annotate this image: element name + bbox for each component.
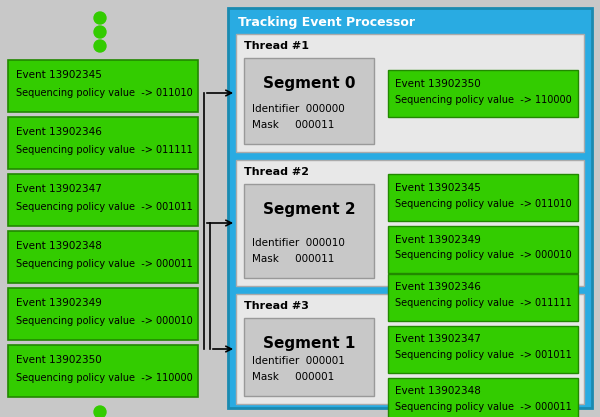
Text: Event 13902346: Event 13902346	[16, 127, 102, 137]
Text: Sequencing policy value  -> 011111: Sequencing policy value -> 011111	[395, 299, 572, 309]
Bar	[8, 60, 198, 112]
Text: Sequencing policy value  -> 011010: Sequencing policy value -> 011010	[395, 198, 572, 208]
Text: Identifier  000000: Identifier 000000	[252, 104, 345, 114]
Text: Sequencing policy value  -> 110000: Sequencing policy value -> 110000	[16, 373, 193, 383]
Text: Thread #1: Thread #1	[244, 41, 309, 51]
Text: Event 13902350: Event 13902350	[395, 78, 481, 88]
Text: Event 13902347: Event 13902347	[395, 334, 481, 344]
Bar	[388, 274, 578, 321]
Bar	[244, 58, 374, 144]
Bar	[388, 173, 578, 221]
Bar	[388, 377, 578, 417]
Text: Thread #3: Thread #3	[244, 301, 309, 311]
Text: Mask     000001: Mask 000001	[252, 372, 334, 382]
Text: Sequencing policy value  -> 001011: Sequencing policy value -> 001011	[16, 202, 193, 212]
Text: Identifier  000001: Identifier 000001	[252, 356, 345, 366]
Text: Segment 1: Segment 1	[263, 336, 355, 351]
Text: Mask     000011: Mask 000011	[252, 120, 334, 130]
Text: Sequencing policy value  -> 000011: Sequencing policy value -> 000011	[16, 259, 193, 269]
Text: Event 13902350: Event 13902350	[16, 355, 102, 365]
Text: Event 13902348: Event 13902348	[16, 241, 102, 251]
Bar	[388, 226, 578, 272]
Text: Tracking Event Processor: Tracking Event Processor	[238, 16, 415, 29]
Bar	[8, 345, 198, 397]
Bar	[8, 174, 198, 226]
Bar	[8, 231, 198, 283]
Bar	[388, 326, 578, 372]
Text: Sequencing policy value  -> 000010: Sequencing policy value -> 000010	[395, 251, 572, 261]
Text: Event 13902345: Event 13902345	[16, 70, 102, 80]
Bar	[8, 117, 198, 169]
Text: Event 13902345: Event 13902345	[395, 183, 481, 193]
Text: Sequencing policy value  -> 001011: Sequencing policy value -> 001011	[395, 351, 572, 361]
Text: Mask     000011: Mask 000011	[252, 254, 334, 264]
Circle shape	[94, 40, 106, 52]
Text: Sequencing policy value  -> 110000: Sequencing policy value -> 110000	[395, 95, 572, 105]
Bar	[244, 318, 374, 396]
Bar	[236, 160, 584, 286]
Text: Event 13902348: Event 13902348	[395, 387, 481, 397]
Text: Event 13902349: Event 13902349	[16, 298, 102, 308]
Text: Thread #2: Thread #2	[244, 167, 309, 177]
Text: Sequencing policy value  -> 011111: Sequencing policy value -> 011111	[16, 145, 193, 155]
Bar	[236, 294, 584, 404]
Text: Identifier  000010: Identifier 000010	[252, 238, 345, 248]
Bar	[236, 34, 584, 152]
Text: Event 13902349: Event 13902349	[395, 234, 481, 244]
Text: Sequencing policy value  -> 000011: Sequencing policy value -> 000011	[395, 402, 572, 412]
Circle shape	[94, 406, 106, 417]
Text: Event 13902346: Event 13902346	[395, 282, 481, 292]
Text: Segment 2: Segment 2	[263, 202, 355, 217]
Circle shape	[94, 26, 106, 38]
Bar	[244, 184, 374, 278]
Text: Event 13902347: Event 13902347	[16, 184, 102, 194]
Bar	[388, 70, 578, 116]
Text: Sequencing policy value  -> 000010: Sequencing policy value -> 000010	[16, 316, 193, 326]
Text: Segment 0: Segment 0	[263, 76, 355, 91]
Bar	[228, 8, 592, 408]
Bar	[8, 288, 198, 340]
Circle shape	[94, 12, 106, 24]
Text: Sequencing policy value  -> 011010: Sequencing policy value -> 011010	[16, 88, 193, 98]
